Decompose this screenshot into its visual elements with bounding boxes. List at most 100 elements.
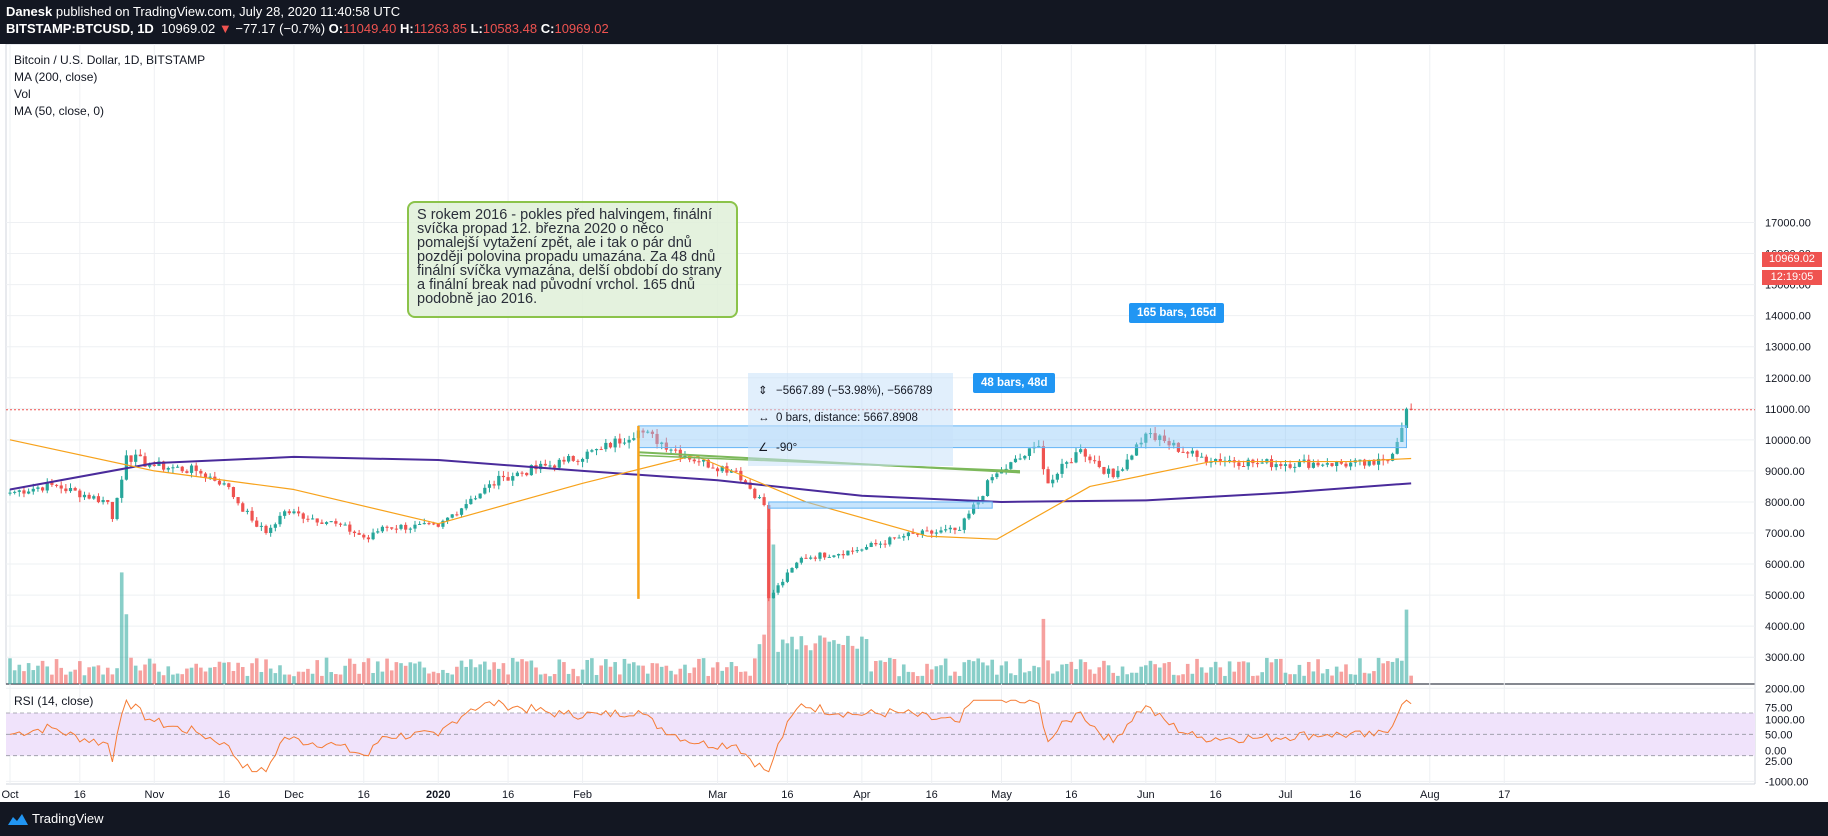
volume-bar: [441, 669, 445, 684]
volume-bar: [161, 675, 166, 684]
volume-bar: [208, 667, 212, 684]
candle-body: [1023, 455, 1027, 459]
y-tick-label: 13000.00: [1765, 342, 1811, 354]
volume-bar: [548, 676, 552, 684]
volume-bar: [720, 670, 725, 684]
volume-bar: [157, 671, 161, 684]
candle-body: [1102, 466, 1106, 474]
volume-bar: [1288, 674, 1292, 684]
y-tick-label: 1000.00: [1765, 714, 1805, 726]
candle-body: [678, 449, 682, 457]
candle-body: [143, 456, 147, 467]
author-name[interactable]: Danesk: [6, 4, 53, 19]
volume-bar: [254, 658, 259, 684]
candle-body: [985, 480, 990, 497]
volume-bar: [306, 668, 310, 684]
candle-body: [78, 490, 82, 498]
volume-bar: [315, 660, 320, 684]
candle-body: [50, 482, 54, 485]
volume-bar: [348, 658, 352, 684]
candle-body: [1214, 458, 1218, 462]
candle-body: [1237, 462, 1241, 467]
volume-bar: [692, 667, 697, 684]
volume-bar: [231, 670, 236, 684]
volume-bar: [1237, 661, 1241, 684]
y-tick-label: -1000.00: [1765, 776, 1808, 788]
candle-body: [836, 554, 841, 556]
candle-body: [59, 485, 63, 489]
candle-body: [1013, 458, 1018, 463]
volume-bar: [850, 645, 855, 684]
brand-name[interactable]: TradingView: [32, 811, 104, 826]
price-chart[interactable]: 17000.0016000.0015000.0014000.0013000.00…: [0, 44, 1828, 802]
candle-body: [748, 482, 752, 489]
candle-body: [618, 438, 622, 444]
legend-rsi[interactable]: RSI (14, close): [14, 694, 94, 708]
annotation-callout[interactable]: S rokem 2016 - pokles před halvingem, fi…: [407, 201, 738, 318]
candle-body: [576, 460, 580, 462]
volume-bar: [706, 675, 711, 684]
candle-body: [1111, 468, 1115, 478]
volume-bar: [296, 671, 301, 684]
volume-bar: [860, 636, 864, 684]
legend-ma200[interactable]: MA (200, close): [14, 70, 98, 84]
volume-bar: [524, 661, 529, 684]
candle-body: [1311, 462, 1315, 468]
volume-bar: [1292, 674, 1297, 684]
candle-body: [469, 498, 473, 505]
candle-body: [376, 531, 380, 533]
rsi-line: [9, 698, 1412, 773]
volume-bar: [413, 663, 417, 684]
volume-bar: [1241, 661, 1246, 684]
range-tag-48[interactable]: 48 bars, 48d: [973, 373, 1056, 393]
volume-bar: [36, 665, 40, 684]
volume-bar: [1055, 671, 1060, 684]
candle-body: [120, 479, 124, 498]
candle-body: [734, 470, 738, 472]
legend-volume[interactable]: Vol: [14, 87, 31, 101]
candle-body: [1181, 451, 1185, 453]
candle-body: [1330, 463, 1334, 466]
volume-bar: [1167, 662, 1171, 684]
candle-body: [1339, 461, 1343, 464]
range-tag-165[interactable]: 165 bars, 165d: [1129, 303, 1225, 323]
close-value-2: 10969.02: [554, 21, 609, 36]
volume-bar: [236, 662, 240, 684]
volume-bar: [403, 665, 408, 684]
candle-body: [324, 522, 329, 524]
volume-bar: [743, 671, 748, 684]
candle-body: [548, 465, 552, 467]
volume-bar: [1120, 666, 1125, 684]
candle-body: [1325, 463, 1329, 465]
candle-body: [283, 511, 287, 516]
candle-body: [54, 484, 59, 486]
volume-bar: [1009, 673, 1013, 684]
y-tick-label: 10000.00: [1765, 435, 1811, 447]
volume-bar: [1372, 671, 1376, 684]
volume-bar: [1404, 609, 1409, 684]
candle-body: [404, 524, 408, 530]
candle-body: [594, 449, 599, 451]
candle-body: [664, 442, 668, 450]
volume-bar: [576, 676, 580, 684]
volume-bar: [1018, 658, 1022, 684]
volume-bar: [1381, 663, 1386, 684]
volume-bar: [301, 671, 306, 684]
candle-body: [729, 470, 734, 473]
candle-body: [473, 498, 478, 500]
volume-bar: [189, 667, 194, 684]
candle-body: [613, 438, 617, 448]
volume-bar: [1306, 661, 1311, 684]
candle-body: [743, 480, 748, 483]
candle-body: [162, 461, 166, 470]
volume-bar: [1083, 662, 1088, 684]
candle-body: [767, 505, 771, 599]
candle-body: [8, 492, 12, 494]
y-tick-label: 8000.00: [1765, 497, 1805, 509]
volume-bar: [529, 660, 534, 684]
legend-ma50[interactable]: MA (50, close, 0): [14, 104, 105, 118]
candle-body: [399, 524, 403, 529]
volume-bar: [101, 674, 105, 684]
volume-bar: [171, 674, 175, 684]
volume-bar: [1074, 669, 1078, 684]
